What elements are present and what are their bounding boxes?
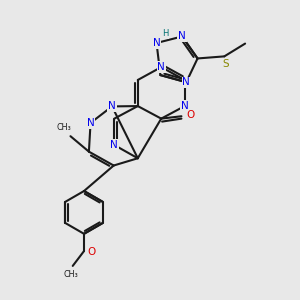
Text: N: N — [158, 62, 165, 72]
Text: H: H — [162, 29, 169, 38]
Text: S: S — [223, 59, 229, 69]
Text: CH₃: CH₃ — [64, 270, 79, 279]
Text: CH₃: CH₃ — [57, 123, 71, 132]
Text: N: N — [153, 38, 160, 48]
Text: N: N — [182, 77, 190, 87]
Text: N: N — [110, 140, 118, 150]
Text: N: N — [87, 118, 94, 128]
Text: N: N — [178, 32, 186, 41]
Text: N: N — [181, 101, 189, 111]
Text: O: O — [87, 247, 96, 257]
Text: N: N — [108, 101, 116, 111]
Text: O: O — [187, 110, 195, 120]
